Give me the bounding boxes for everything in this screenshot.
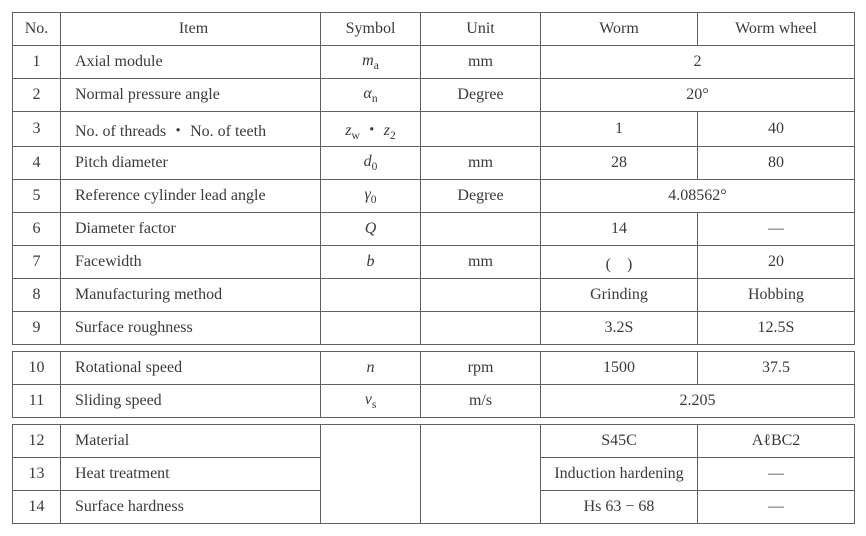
cell-no: 4 (13, 147, 61, 180)
cell-no: 3 (13, 112, 61, 147)
cell-item: Diameter factor (61, 213, 321, 246)
cell-wheel: Hobbing (698, 279, 855, 312)
cell-no: 9 (13, 312, 61, 345)
cell-no: 1 (13, 46, 61, 79)
cell-unit: Degree (421, 180, 541, 213)
cell-value-merged: 2.205 (541, 385, 855, 418)
cell-symbol: Q (321, 213, 421, 246)
table-row: 8Manufacturing method GrindingHobbing (13, 279, 855, 312)
cell-wheel: 40 (698, 112, 855, 147)
cell-symbol: vs (321, 385, 421, 418)
cell-wheel: 80 (698, 147, 855, 180)
cell-wheel: — (698, 213, 855, 246)
worm-gear-spec-table: No. Item Symbol Unit Worm Worm wheel 1Ax… (12, 12, 854, 524)
cell-item: Material (61, 425, 321, 458)
cell-worm: 14 (541, 213, 698, 246)
cell-value-merged: 2 (541, 46, 855, 79)
cell-unit: mm (421, 147, 541, 180)
cell-no: 12 (13, 425, 61, 458)
cell-worm: 3.2S (541, 312, 698, 345)
cell-worm: ( ) (541, 246, 698, 279)
table-section-2: 10Rotational speednrpm150037.511Sliding … (12, 351, 855, 418)
cell-no: 8 (13, 279, 61, 312)
cell-worm: Hs 63 − 68 (541, 491, 698, 524)
cell-symbol: αn (321, 79, 421, 112)
table-header-row: No. Item Symbol Unit Worm Worm wheel (13, 13, 855, 46)
cell-wheel: — (698, 491, 855, 524)
cell-worm: S45C (541, 425, 698, 458)
cell-item: No. of threads ・ No. of teeth (61, 112, 321, 147)
cell-worm: 28 (541, 147, 698, 180)
cell-unit: Degree (421, 79, 541, 112)
cell-symbol: d0 (321, 147, 421, 180)
table-row: 10Rotational speednrpm150037.5 (13, 352, 855, 385)
table-row: 4Pitch diameterd0mm2880 (13, 147, 855, 180)
cell-item: Axial module (61, 46, 321, 79)
table-row: 9Surface roughness 3.2S12.5S (13, 312, 855, 345)
cell-symbol: γ0 (321, 180, 421, 213)
cell-symbol: n (321, 352, 421, 385)
table-section-1: No. Item Symbol Unit Worm Worm wheel 1Ax… (12, 12, 855, 345)
cell-wheel: AℓBC2 (698, 425, 855, 458)
cell-value-merged: 4.08562° (541, 180, 855, 213)
cell-no: 14 (13, 491, 61, 524)
table-row: 12Material S45CAℓBC2 (13, 425, 855, 458)
cell-worm: Grinding (541, 279, 698, 312)
table-row: 1Axial modulemamm2 (13, 46, 855, 79)
cell-symbol: b (321, 246, 421, 279)
cell-wheel: — (698, 458, 855, 491)
table-row: 2Normal pressure angleαnDegree20° (13, 79, 855, 112)
cell-symbol (321, 312, 421, 345)
cell-wheel: 12.5S (698, 312, 855, 345)
table-row: 3No. of threads ・ No. of teethzw ・ z2 140 (13, 112, 855, 147)
cell-no: 7 (13, 246, 61, 279)
cell-unit (421, 213, 541, 246)
cell-unit: mm (421, 246, 541, 279)
cell-unit (421, 425, 541, 524)
header-no: No. (13, 13, 61, 46)
cell-item: Reference cylinder lead angle (61, 180, 321, 213)
cell-symbol: zw ・ z2 (321, 112, 421, 147)
cell-unit (421, 312, 541, 345)
cell-no: 13 (13, 458, 61, 491)
cell-no: 10 (13, 352, 61, 385)
cell-no: 2 (13, 79, 61, 112)
cell-item: Rotational speed (61, 352, 321, 385)
cell-item: Surface roughness (61, 312, 321, 345)
cell-value-merged: 20° (541, 79, 855, 112)
cell-item: Manufacturing method (61, 279, 321, 312)
cell-unit (421, 279, 541, 312)
cell-wheel: 20 (698, 246, 855, 279)
cell-symbol: ma (321, 46, 421, 79)
cell-wheel: 37.5 (698, 352, 855, 385)
cell-symbol (321, 425, 421, 524)
cell-worm: Induction hardening (541, 458, 698, 491)
cell-unit: mm (421, 46, 541, 79)
table-section-3: 12Material S45CAℓBC2 13Heat treatment Induc… (12, 424, 855, 524)
header-item: Item (61, 13, 321, 46)
cell-symbol (321, 279, 421, 312)
table-row: 6Diameter factorQ 14— (13, 213, 855, 246)
cell-item: Heat treatment (61, 458, 321, 491)
cell-no: 11 (13, 385, 61, 418)
cell-no: 6 (13, 213, 61, 246)
table-row: 5Reference cylinder lead angleγ0Degree4.… (13, 180, 855, 213)
cell-worm: 1 (541, 112, 698, 147)
header-symbol: Symbol (321, 13, 421, 46)
cell-item: Normal pressure angle (61, 79, 321, 112)
cell-item: Surface hardness (61, 491, 321, 524)
cell-worm: 1500 (541, 352, 698, 385)
cell-item: Pitch diameter (61, 147, 321, 180)
table-row: 11Sliding speedvsm/s2.205 (13, 385, 855, 418)
header-worm: Worm (541, 13, 698, 46)
cell-unit (421, 112, 541, 147)
cell-item: Sliding speed (61, 385, 321, 418)
cell-unit: m/s (421, 385, 541, 418)
table-row: 7Facewidthbmm( )20 (13, 246, 855, 279)
cell-unit: rpm (421, 352, 541, 385)
cell-item: Facewidth (61, 246, 321, 279)
cell-no: 5 (13, 180, 61, 213)
header-wheel: Worm wheel (698, 13, 855, 46)
header-unit: Unit (421, 13, 541, 46)
